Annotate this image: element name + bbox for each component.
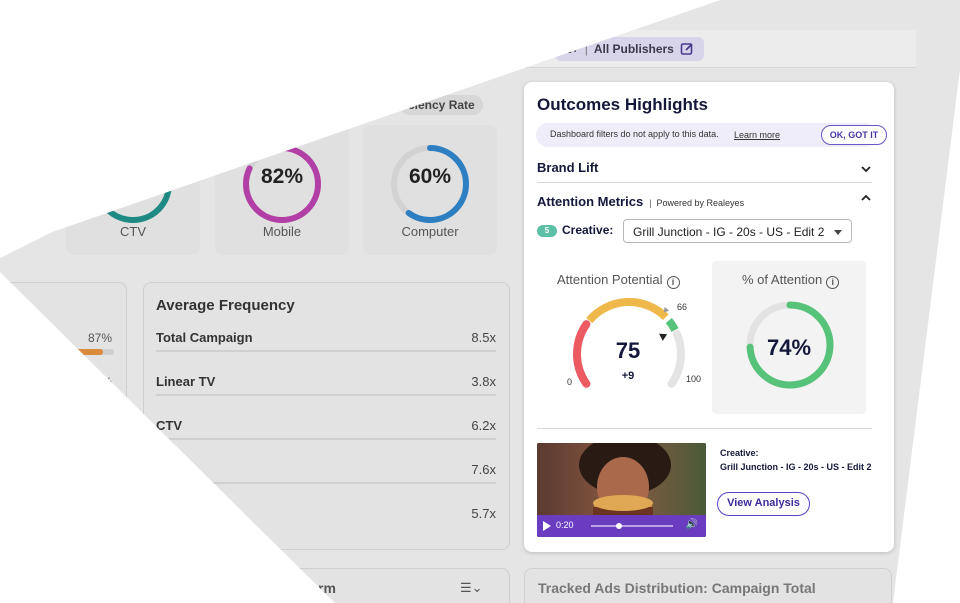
avg-frequency-name: Linear TV xyxy=(156,374,216,389)
info-icon[interactable]: i xyxy=(666,276,680,289)
powered-by-text: Powered by Realeyes xyxy=(656,198,745,208)
gauge-segment-low xyxy=(573,320,591,388)
edit-icon[interactable] xyxy=(680,42,694,56)
filter-notice-banner: Dashboard filters do not apply to this d… xyxy=(536,123,887,147)
play-icon[interactable] xyxy=(543,521,551,531)
gauge-min-label: 0 xyxy=(567,377,573,387)
avg-frequency-row: 5.7x xyxy=(156,506,496,528)
attention-potential-value: 75 xyxy=(615,338,641,363)
video-scrubber[interactable] xyxy=(591,523,673,529)
percent-attention-label: % of Attention i xyxy=(742,272,840,289)
percent-attention-text: % of Attention xyxy=(742,272,823,287)
avg-frequency-name: Total Campaign xyxy=(156,330,253,345)
computer-donut xyxy=(391,145,469,223)
video-time: 0:20 xyxy=(556,520,574,530)
creative-select[interactable]: Grill Junction - IG - 20s - US - Edit 2 xyxy=(623,219,852,243)
card-title: Outcomes Highlights xyxy=(537,95,708,114)
brand-lift-header[interactable]: Brand Lift xyxy=(537,160,872,175)
computer-donut-arc xyxy=(391,145,469,223)
volume-icon[interactable]: 🔊 xyxy=(685,519,698,530)
bottom-right-panel xyxy=(524,568,892,603)
creative-info-heading: Creative: xyxy=(720,448,759,458)
view-analysis-button[interactable]: View Analysis xyxy=(717,492,810,516)
brand-lift-label: Brand Lift xyxy=(537,160,599,175)
percent-attention-donut xyxy=(746,301,834,389)
percent-attention-value: 74% xyxy=(766,335,812,360)
average-frequency-title: Average Frequency xyxy=(156,297,295,314)
publisher-filter-label: All Publishers xyxy=(593,42,674,56)
avg-frequency-value: 5.7x xyxy=(471,506,496,521)
gauge-segment-remaining xyxy=(667,330,685,388)
avg-frequency-row: Linear TV 3.8x xyxy=(156,374,496,396)
chevron-down-icon[interactable] xyxy=(860,163,872,175)
filter-separator: | xyxy=(584,42,588,56)
chevron-up-icon[interactable] xyxy=(860,192,872,204)
avg-frequency-name: CTV xyxy=(156,418,182,433)
info-icon[interactable]: i xyxy=(826,276,840,289)
section-divider xyxy=(537,428,872,429)
avg-frequency-row: Total Campaign 8.5x xyxy=(156,330,496,352)
percent-attention-panel: % of Attention i 74% xyxy=(712,261,866,414)
section-divider xyxy=(537,182,872,183)
avg-frequency-value: 7.6x xyxy=(471,462,496,477)
computer-donut-label: Computer xyxy=(401,224,459,239)
outcomes-highlights-card: Outcomes Highlights Dashboard filters do… xyxy=(524,82,894,552)
scrubber-handle[interactable] xyxy=(615,523,622,529)
mobile-donut-value: 82% xyxy=(260,165,304,188)
attention-potential-gauge xyxy=(573,298,685,388)
ctv-donut-label: CTV xyxy=(120,224,146,239)
caret-down-icon xyxy=(834,230,842,235)
mobile-donut-label: Mobile xyxy=(262,224,302,239)
gauge-benchmark-label: 66 xyxy=(677,302,688,312)
learn-more-link[interactable]: Learn more xyxy=(734,130,781,140)
video-controls: 0:20 🔊 xyxy=(537,515,706,537)
creative-info-name: Grill Junction - IG - 20s - US - Edit 2 xyxy=(720,462,872,472)
notice-text: Dashboard filters do not apply to this d… xyxy=(550,129,719,139)
avg-frequency-value: 3.8x xyxy=(471,374,496,389)
computer-donut-card: 60% Computer xyxy=(363,125,497,255)
computer-donut-value: 60% xyxy=(408,165,452,188)
attention-potential-delta: +9 xyxy=(621,370,635,382)
gauge-segment-mid xyxy=(586,298,669,324)
gauge-pointer xyxy=(659,333,668,341)
bottom-right-panel-title: Tracked Ads Distribution: Campaign Total xyxy=(538,580,816,596)
powered-by-label: | Powered by Realeyes xyxy=(649,198,745,208)
attention-potential-label: Attention Potential i xyxy=(557,272,680,289)
gauge-segment-high xyxy=(665,318,679,332)
menu-lines-icon[interactable]: ☰⌄ xyxy=(460,580,483,595)
reach-value-1: 87% xyxy=(88,331,113,345)
attention-potential-text: Attention Potential xyxy=(557,272,663,287)
avg-frequency-value: 6.2x xyxy=(471,418,496,433)
attention-metrics-label: Attention Metrics xyxy=(537,194,644,209)
creative-label: Creative: xyxy=(562,223,614,237)
avg-frequency-value: 8.5x xyxy=(471,330,496,345)
creative-video-player[interactable]: 0:20 🔊 xyxy=(537,443,706,537)
percent-attention-arc xyxy=(746,301,834,389)
creative-select-value: Grill Junction - IG - 20s - US - Edit 2 xyxy=(633,225,825,239)
creative-count-badge: 5 xyxy=(537,225,557,237)
gauge-max-label: 100 xyxy=(686,374,702,384)
benchmark-marker xyxy=(663,306,670,313)
attention-metrics-header[interactable]: Attention Metrics | Powered by Realeyes xyxy=(537,194,872,209)
got-it-button[interactable]: OK, GOT IT xyxy=(821,125,887,145)
avg-frequency-row: CTV 6.2x xyxy=(156,418,496,440)
